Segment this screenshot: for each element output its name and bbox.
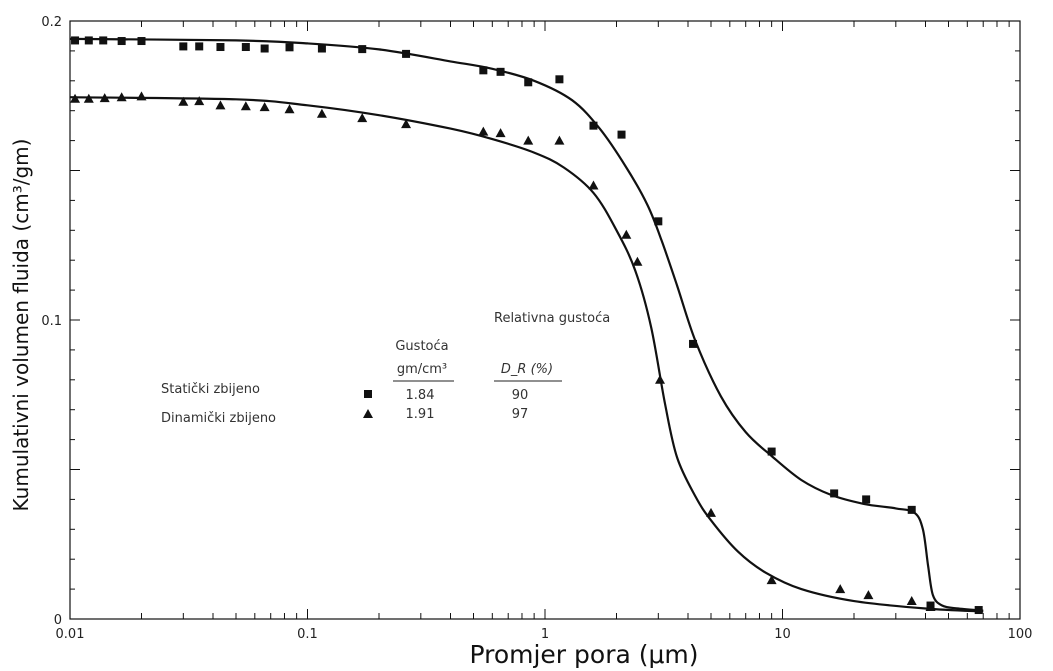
data-point-square: [358, 45, 367, 54]
data-point-square: [285, 43, 294, 52]
data-point-square: [241, 43, 250, 52]
fit-curve-dynamic: [69, 96, 984, 613]
data-point-square: [654, 217, 663, 226]
x-tick-label: 0.1: [297, 627, 318, 642]
data-markers: [70, 36, 983, 615]
data-point-square: [99, 36, 108, 45]
y-tick-label: 0.1: [41, 314, 62, 329]
legend: Gustoća gm/cm³ Relativna gustoća D_R (%)…: [161, 311, 610, 426]
data-point-square: [689, 339, 698, 348]
data-point-square: [195, 42, 204, 51]
data-point-triangle: [401, 119, 412, 129]
data-point-triangle: [99, 93, 110, 103]
legend-density-dynamic: 1.91: [406, 407, 435, 422]
y-tick-label: 0.2: [41, 15, 62, 30]
data-point-square: [84, 36, 93, 45]
data-point-square: [260, 44, 269, 53]
data-point-square: [974, 606, 983, 615]
data-point-square: [179, 42, 188, 51]
y-tick-label: 0: [54, 613, 62, 628]
legend-header-density: Gustoća: [395, 339, 448, 354]
data-point-triangle: [588, 180, 599, 190]
legend-label-static: Statički zbijeno: [161, 382, 260, 397]
data-point-triangle: [906, 596, 917, 606]
data-point-square: [862, 495, 871, 504]
data-point-triangle: [70, 93, 81, 103]
data-point-triangle: [240, 101, 251, 111]
data-point-triangle: [655, 374, 666, 384]
data-point-square: [555, 75, 564, 84]
axes: 0.01 0.1 1 10 100 0 0.1 0.2: [41, 15, 1032, 642]
data-point-triangle: [194, 96, 205, 106]
data-point-square: [71, 36, 80, 45]
data-point-square: [830, 489, 839, 498]
legend-label-dynamic: Dinamički zbijeno: [161, 411, 276, 426]
data-point-triangle: [863, 590, 874, 600]
data-point-triangle: [835, 584, 846, 594]
data-point-triangle: [178, 96, 189, 106]
x-tick-label: 10: [774, 627, 791, 642]
legend-density-static: 1.84: [406, 388, 435, 403]
data-point-triangle: [215, 100, 226, 110]
data-point-square: [402, 49, 411, 58]
data-point-square: [137, 37, 146, 46]
data-point-square: [496, 67, 505, 76]
data-point-triangle: [925, 602, 936, 612]
legend-header-relative-unit: D_R (%): [501, 362, 553, 377]
data-point-square: [907, 505, 916, 514]
data-point-square: [216, 43, 225, 52]
data-point-square: [524, 78, 533, 87]
data-point-square: [317, 44, 326, 53]
data-point-triangle: [83, 93, 94, 103]
legend-marker-triangle: [363, 409, 373, 418]
data-point-triangle: [554, 135, 565, 145]
data-point-triangle: [766, 575, 777, 585]
data-point-triangle: [523, 135, 534, 145]
data-point-triangle: [136, 91, 147, 101]
data-point-triangle: [621, 229, 632, 239]
x-tick-label: 0.01: [56, 627, 85, 642]
legend-relative-static: 90: [512, 388, 529, 403]
data-point-square: [767, 447, 776, 456]
legend-relative-dynamic: 97: [512, 407, 529, 422]
data-point-square: [117, 37, 126, 46]
legend-header-relative: Relativna gustoća: [494, 311, 610, 326]
data-point-triangle: [357, 113, 368, 123]
data-point-square: [479, 66, 488, 75]
data-point-triangle: [478, 126, 489, 136]
data-point-square: [589, 121, 598, 130]
data-point-triangle: [259, 102, 270, 112]
x-axis-title: Promjer pora (μm): [469, 640, 698, 669]
data-point-triangle: [706, 507, 717, 517]
x-tick-label: 100: [1008, 627, 1033, 642]
data-point-square: [617, 130, 626, 139]
data-point-triangle: [632, 256, 643, 266]
data-point-triangle: [284, 104, 295, 114]
data-point-triangle: [316, 108, 327, 118]
data-point-triangle: [116, 92, 127, 102]
legend-header-density-unit: gm/cm³: [397, 362, 447, 377]
data-point-triangle: [495, 128, 506, 138]
x-tick-label: 1: [541, 627, 549, 642]
legend-marker-square: [364, 390, 372, 398]
y-axis-title: Kumulativni volumen fluida (cm³/gm): [9, 139, 33, 512]
